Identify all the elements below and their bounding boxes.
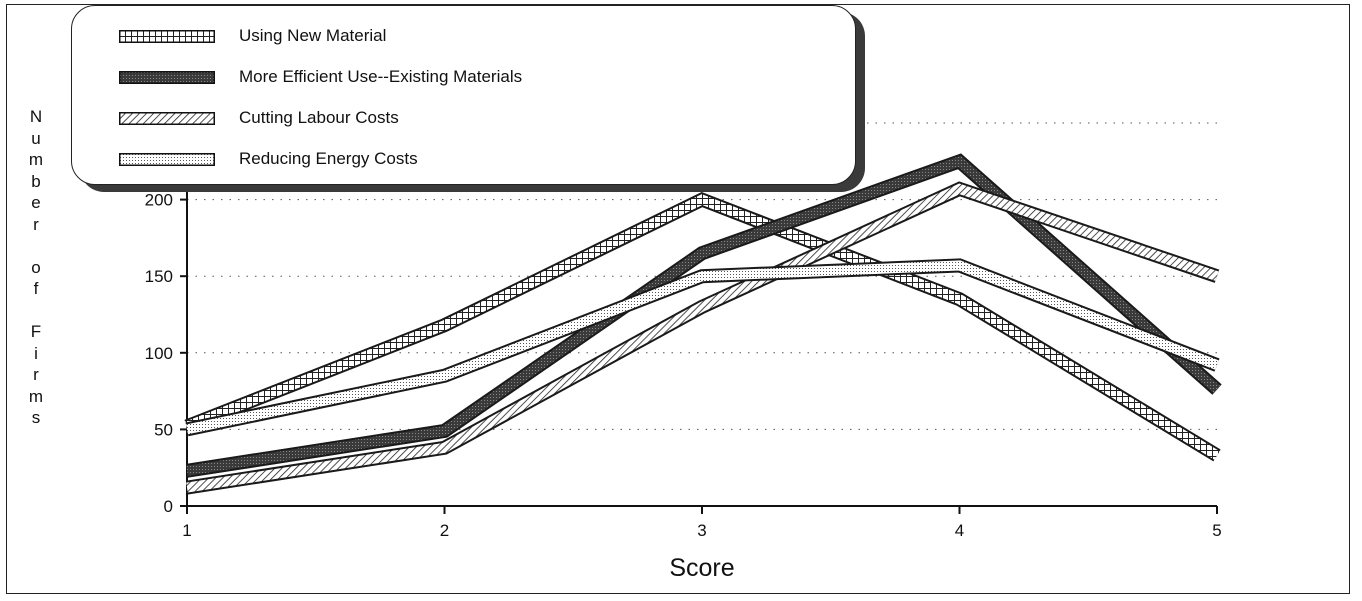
series-line-2: [185, 153, 1222, 478]
series-outline: [185, 153, 1222, 478]
legend-item: More Efficient Use--Existing Materials: [119, 65, 522, 89]
x-axis-label: Score: [669, 554, 734, 582]
series-line-1: [184, 191, 1221, 462]
y-axis-label-char: [22, 235, 50, 257]
y-tick-label: 200: [145, 191, 173, 210]
y-axis-label-char: s: [31, 408, 41, 427]
series-line-4: [185, 258, 1220, 437]
legend-swatch: [119, 152, 215, 166]
y-tick-label: 0: [164, 497, 173, 516]
x-tick-label: 5: [1212, 521, 1221, 540]
y-axis-label-char: b: [31, 171, 41, 191]
y-tick-label: 100: [145, 344, 173, 363]
x-tick-label: 2: [440, 521, 449, 540]
y-axis-label-char: u: [31, 128, 41, 148]
y-tick-label: 150: [145, 267, 173, 286]
x-tick-label: 3: [697, 521, 706, 540]
y-axis-label-char: m: [28, 150, 44, 169]
y-axis-label-char: F: [30, 322, 42, 341]
series-fill: [186, 155, 1221, 476]
legend-item: Cutting Labour Costs: [119, 106, 399, 130]
legend: Using New Material More Efficient Use--Ex…: [71, 5, 856, 185]
x-tick-label: 1: [182, 521, 191, 540]
legend-label: Cutting Labour Costs: [239, 108, 399, 127]
legend-item: Reducing Energy Costs: [119, 147, 418, 171]
legend-item: Using New Material: [119, 24, 386, 48]
legend-swatch: [119, 29, 215, 43]
series-fill: [186, 183, 1219, 493]
y-axis-label-char: i: [34, 343, 38, 363]
y-axis-label-char: f: [33, 279, 39, 298]
series-outline: [185, 258, 1220, 437]
y-axis-label-char: e: [31, 193, 41, 212]
legend-label: Reducing Energy Costs: [239, 149, 418, 168]
series-outline: [184, 191, 1221, 462]
series-line-3: [185, 181, 1220, 495]
legend-swatch: [119, 111, 215, 125]
y-axis-label-char: r: [33, 365, 39, 384]
legend-swatch: [119, 70, 215, 84]
y-axis-label-char: N: [29, 107, 43, 126]
y-axis-label-char: m: [28, 386, 44, 406]
series-lines: [184, 153, 1222, 495]
y-axis-label-char: o: [31, 257, 41, 277]
y-axis-label-char: [22, 300, 50, 322]
y-axis-label-char: r: [33, 214, 39, 234]
series-fill: [185, 260, 1219, 435]
legend-label: Using New Material: [239, 26, 387, 45]
series-fill: [185, 194, 1220, 460]
x-tick-label: 4: [955, 521, 964, 540]
y-tick-label: 50: [154, 420, 173, 439]
legend-label: More Efficient Use--Existing Materials: [239, 67, 523, 86]
